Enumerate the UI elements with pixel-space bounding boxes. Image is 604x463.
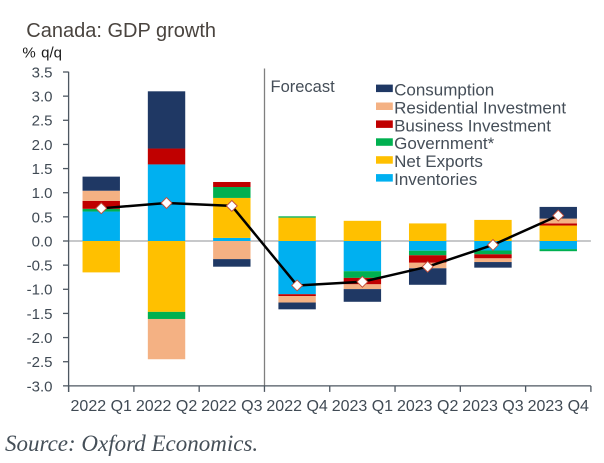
- svg-text:1.0: 1.0: [32, 185, 53, 202]
- svg-text:-3.0: -3.0: [27, 378, 53, 395]
- svg-text:0.0: 0.0: [32, 233, 53, 250]
- svg-text:-0.5: -0.5: [27, 258, 53, 275]
- svg-text:2023 Q3: 2023 Q3: [462, 398, 523, 415]
- svg-text:2023 Q4: 2023 Q4: [528, 398, 589, 415]
- svg-text:1.5: 1.5: [32, 161, 53, 178]
- svg-text:Business Investment: Business Investment: [394, 116, 551, 135]
- svg-text:2022 Q4: 2022 Q4: [266, 398, 327, 415]
- svg-text:2.5: 2.5: [32, 113, 53, 130]
- svg-text:-2.0: -2.0: [27, 330, 53, 347]
- svg-text:-1.5: -1.5: [27, 306, 53, 323]
- svg-text:3.5: 3.5: [32, 64, 53, 81]
- svg-text:Inventories: Inventories: [394, 170, 477, 189]
- svg-text:2.0: 2.0: [32, 137, 53, 154]
- svg-text:Source: Oxford Economics.: Source: Oxford Economics.: [5, 431, 258, 456]
- svg-text:0.5: 0.5: [32, 209, 53, 226]
- svg-text:-2.5: -2.5: [27, 354, 53, 371]
- svg-text:Canada: GDP growth: Canada: GDP growth: [26, 20, 216, 42]
- svg-text:Government*: Government*: [394, 134, 495, 153]
- svg-text:% q/q: % q/q: [22, 45, 62, 62]
- svg-text:2022 Q3: 2022 Q3: [201, 398, 262, 415]
- svg-text:2023 Q1: 2023 Q1: [332, 398, 393, 415]
- svg-text:Net Exports: Net Exports: [394, 152, 483, 171]
- svg-text:-1.0: -1.0: [27, 282, 53, 299]
- svg-text:2023 Q2: 2023 Q2: [397, 398, 458, 415]
- svg-text:Residential Investment: Residential Investment: [394, 98, 566, 117]
- svg-text:Forecast: Forecast: [271, 78, 336, 96]
- svg-text:Consumption: Consumption: [394, 81, 494, 100]
- svg-text:2022 Q2: 2022 Q2: [136, 398, 197, 415]
- svg-text:2022 Q1: 2022 Q1: [71, 398, 132, 415]
- svg-text:3.0: 3.0: [32, 89, 53, 106]
